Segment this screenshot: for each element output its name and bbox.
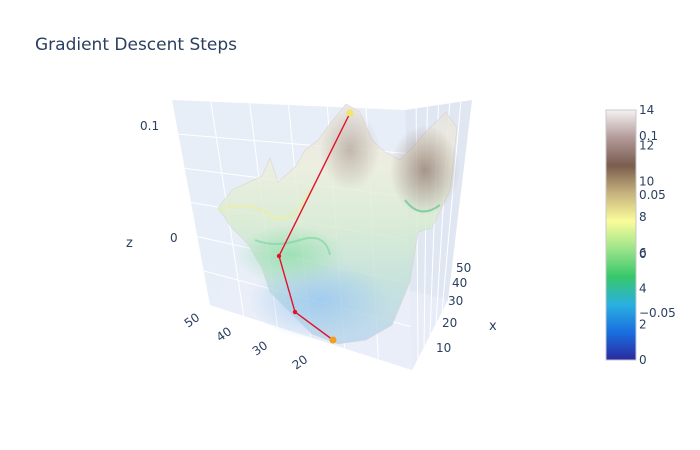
colorbar-tick-label: 14 <box>639 103 654 117</box>
colorbar-tick-label: −0.05 <box>639 306 676 320</box>
surface-plot <box>217 103 460 345</box>
surface-valley-region <box>235 225 345 285</box>
x-axis-label: x <box>489 319 497 334</box>
z-axis-label: z <box>126 236 133 251</box>
colorbar-tick-label: 0 <box>639 353 647 367</box>
surface-ridge-region <box>320 110 380 190</box>
colorbar: 0 2 4 6 8 10 12 14 −0.05 0 0.05 0.1 <box>605 103 676 367</box>
axis-tick-label: 40 <box>214 324 235 344</box>
colorbar-tick-label: 0 <box>639 247 647 261</box>
colorbar-tick-label: 6 <box>639 246 647 260</box>
axis-tick-label: 0 <box>170 231 178 245</box>
descent-step-point <box>276 253 282 259</box>
colorbar-fill <box>605 109 637 361</box>
colorbar-tick-label: 0.05 <box>639 188 666 202</box>
descent-path-line <box>278 112 351 341</box>
surface-trough <box>254 236 331 256</box>
axis-tick-label: 30 <box>448 294 463 308</box>
colorbar-tick-label: 4 <box>639 282 647 296</box>
axis-tick-label: 50 <box>182 310 203 330</box>
axis-tick-label: 50 <box>456 261 471 275</box>
axis-tick-label: 20 <box>290 352 311 372</box>
descent-step-point <box>329 336 337 344</box>
surface-basin-edge <box>404 199 441 213</box>
axis-tick-label: 20 <box>442 316 457 330</box>
surface-ridge-left <box>217 189 312 221</box>
grid-line <box>441 101 462 312</box>
colorbar-tick-label: 12 <box>639 139 654 153</box>
descent-step-point <box>346 109 354 117</box>
colorbar-tick-label: 8 <box>639 210 647 224</box>
colorbar-tick-label: 10 <box>639 174 654 188</box>
descent-path <box>276 109 354 344</box>
axis-tick-label: 40 <box>452 276 467 290</box>
axis-tick-label: 30 <box>250 338 271 358</box>
axis-tick-label: 10 <box>436 341 451 355</box>
descent-step-point <box>292 309 298 315</box>
surface-peak-region <box>390 125 460 215</box>
axis-tick-label: 0.1 <box>140 119 159 133</box>
chart-title: Gradient Descent Steps <box>35 35 237 55</box>
colorbar-tick-label: 2 <box>639 317 647 331</box>
colorbar-tick-label: 0.1 <box>639 129 658 143</box>
colorbar-tick-labels: 0 2 4 6 8 10 12 14 −0.05 0 0.05 0.1 <box>639 103 676 367</box>
